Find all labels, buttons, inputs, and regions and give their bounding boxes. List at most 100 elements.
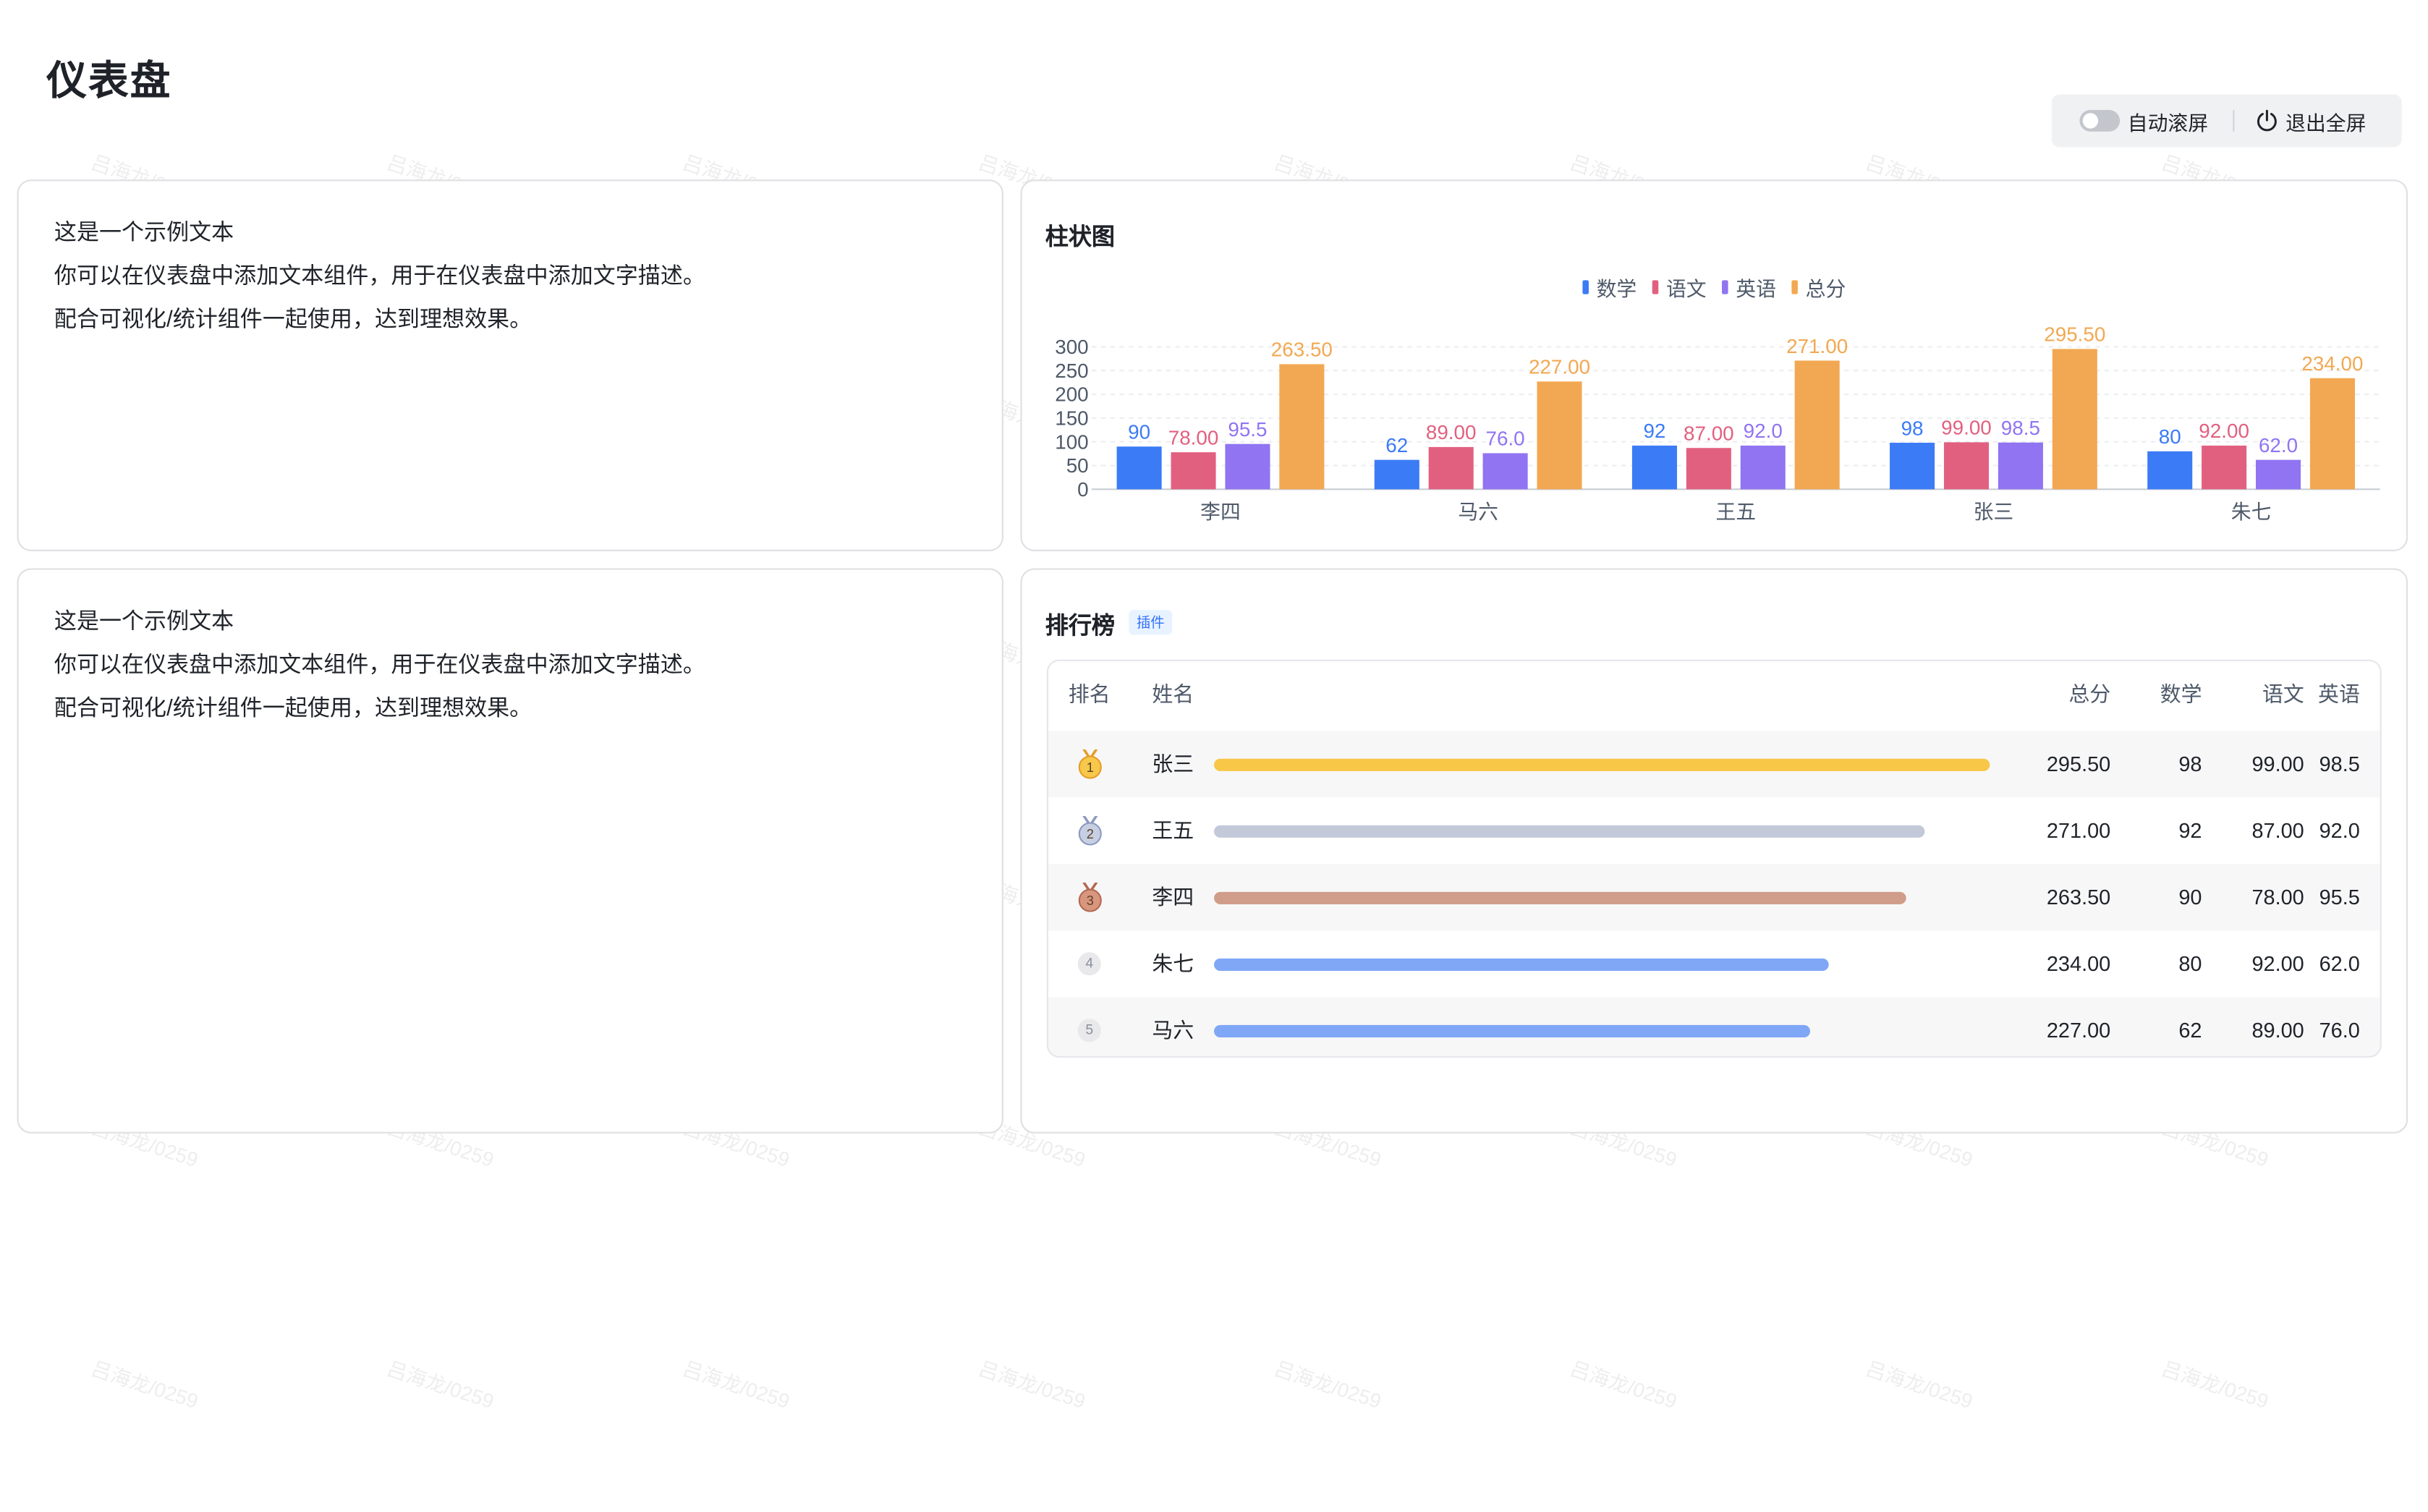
ranking-title: 排行榜 — [1045, 613, 1116, 640]
text-line: 你可以在仪表盘中添加文本组件，用于在仪表盘中添加文字描述。 — [54, 264, 705, 290]
bar-数学[interactable] — [1116, 446, 1162, 490]
y-tick-label: 0 — [1077, 478, 1088, 501]
text-line: 配合可视化/统计组件一起使用，达到理想效果。 — [54, 307, 532, 334]
bar-data-label: 78.00 — [1168, 426, 1219, 449]
x-tick-label: 马六 — [1458, 501, 1498, 523]
bar-data-label: 62 — [1385, 434, 1408, 456]
ranking-card: 排行榜 排名 姓名 总分 数学 语文 英语 1 张三 295.50 98 99.00 98… — [1020, 568, 2408, 1134]
header-rank: 排名 — [1068, 682, 1111, 706]
x-tick-label: 李四 — [1200, 501, 1241, 523]
total-score: 263.50 — [2046, 885, 2111, 909]
student-name: 王五 — [1152, 819, 1194, 843]
bar-data-label: 271.00 — [1786, 335, 1848, 357]
ranking-row[interactable]: 4 朱七 234.00 80 92.00 62.0 — [1048, 930, 2380, 997]
bar-data-label: 87.00 — [1684, 422, 1734, 445]
legend-item[interactable]: 英语 — [1722, 273, 1776, 302]
toolbar-divider — [2233, 109, 2235, 132]
chinese-score: 99.00 — [2251, 752, 2304, 776]
watermark-text: 吕海龙/0259 — [1271, 1356, 1385, 1414]
total-score: 271.00 — [2046, 819, 2111, 843]
text-line: 这是一个示例文本 — [54, 221, 234, 247]
gold-medal-icon: 1 — [1078, 749, 1102, 779]
y-tick-label: 200 — [1055, 383, 1088, 406]
bar-英语[interactable] — [2256, 459, 2301, 490]
watermark-text: 吕海龙/0259 — [975, 1356, 1089, 1414]
bar-data-label: 98 — [1901, 417, 1924, 439]
bar-英语[interactable] — [1225, 443, 1270, 490]
legend-swatch — [1791, 280, 1798, 294]
bar-语文[interactable] — [2202, 445, 2247, 490]
bar-总分[interactable] — [1794, 360, 1840, 490]
chinese-score: 89.00 — [2251, 1019, 2304, 1042]
ranking-table: 排名 姓名 总分 数学 语文 英语 1 张三 295.50 98 99.00 98.5 2 王… — [1046, 659, 2382, 1058]
bar-data-label: 95.5 — [1228, 418, 1267, 441]
bar-data-label: 295.50 — [2044, 323, 2105, 346]
watermark-text: 吕海龙/0259 — [1863, 1356, 1976, 1414]
bar-语文[interactable] — [1171, 452, 1216, 490]
y-tick-label: 150 — [1055, 407, 1088, 430]
legend-swatch — [1652, 280, 1659, 294]
bar-chart-title: 柱状图 — [1045, 224, 1116, 251]
legend-label: 数学 — [1596, 277, 1637, 301]
bar-英语[interactable] — [1482, 453, 1528, 490]
total-score: 227.00 — [2046, 1019, 2111, 1042]
chinese-score: 78.00 — [2251, 885, 2304, 909]
bar-语文[interactable] — [1943, 442, 1990, 490]
score-bar — [1214, 891, 1906, 904]
bar-总分[interactable] — [1537, 381, 1582, 490]
english-score: 95.5 — [2319, 885, 2360, 909]
auto-scroll-toggle[interactable]: 自动滚屏 — [2079, 106, 2208, 136]
ranking-row[interactable]: 2 王五 271.00 92 87.00 92.0 — [1048, 797, 2380, 864]
ranking-row[interactable]: 5 马六 227.00 62 89.00 76.0 — [1048, 997, 2380, 1056]
bar-总分[interactable] — [1279, 364, 1325, 490]
bar-数学[interactable] — [2147, 451, 2193, 490]
legend-label: 总分 — [1805, 277, 1846, 301]
math-score: 80 — [2178, 952, 2202, 976]
student-name: 马六 — [1152, 1019, 1194, 1042]
bar-data-label: 92.00 — [2199, 420, 2249, 442]
bar-数学[interactable] — [1374, 459, 1419, 490]
text-line: 你可以在仪表盘中添加文本组件，用于在仪表盘中添加文字描述。 — [54, 653, 705, 679]
legend-item[interactable]: 数学 — [1582, 273, 1637, 302]
total-score: 295.50 — [2046, 752, 2111, 776]
ranking-row[interactable]: 3 李四 263.50 90 78.00 95.5 — [1048, 864, 2380, 931]
ranking-rows: 1 张三 295.50 98 99.00 98.5 2 王五 271.00 92 87.00 92.0… — [1048, 731, 2380, 1056]
bar-语文[interactable] — [1686, 448, 1731, 490]
text-card-1: 这是一个示例文本 你可以在仪表盘中添加文本组件，用于在仪表盘中添加文字描述。 配… — [17, 179, 1003, 551]
text-line: 这是一个示例文本 — [54, 610, 234, 635]
medal-number: 3 — [1087, 893, 1094, 908]
legend-item[interactable]: 总分 — [1791, 273, 1846, 302]
bar-语文[interactable] — [1428, 446, 1474, 490]
x-tick-label: 朱七 — [2231, 501, 2272, 523]
bar-英语[interactable] — [1740, 445, 1786, 490]
ranking-header-row: 排名 姓名 总分 数学 语文 英语 — [1048, 661, 2380, 731]
exit-fullscreen-label: 退出全屏 — [2285, 111, 2367, 135]
header-math: 数学 — [2160, 682, 2202, 706]
bar-英语[interactable] — [1998, 442, 2043, 490]
chinese-score: 92.00 — [2251, 952, 2304, 976]
bar-数学[interactable] — [1631, 445, 1677, 490]
bar-data-label: 76.0 — [1486, 428, 1525, 450]
rank-number: 5 — [1077, 1019, 1101, 1042]
bar-data-label: 92.0 — [1744, 420, 1783, 442]
math-score: 62 — [2178, 1019, 2202, 1042]
student-name: 李四 — [1152, 885, 1194, 909]
legend-item[interactable]: 语文 — [1652, 273, 1707, 302]
medal-number: 1 — [1087, 760, 1094, 775]
y-tick-label: 50 — [1066, 454, 1089, 477]
exit-fullscreen-button[interactable]: 退出全屏 — [2254, 106, 2366, 136]
x-tick-label: 张三 — [1974, 501, 2014, 523]
bar-data-label: 92 — [1643, 420, 1665, 442]
bar-数学[interactable] — [1890, 443, 1935, 490]
bar-总分[interactable] — [2309, 378, 2355, 490]
plugin-badge: 插件 — [1129, 610, 1173, 635]
bar-data-label: 99.00 — [1941, 417, 1992, 439]
bar-总分[interactable] — [2052, 349, 2097, 490]
toggle-switch[interactable] — [2079, 109, 2121, 132]
ranking-row[interactable]: 1 张三 295.50 98 99.00 98.5 — [1048, 731, 2380, 798]
watermark-text: 吕海龙/0259 — [2158, 1356, 2272, 1414]
bar-data-label: 90 — [1128, 421, 1150, 443]
text-card-2: 这是一个示例文本 你可以在仪表盘中添加文本组件，用于在仪表盘中添加文字描述。 配… — [17, 568, 1003, 1134]
header-english: 英语 — [2318, 682, 2360, 706]
english-score: 62.0 — [2319, 952, 2360, 976]
